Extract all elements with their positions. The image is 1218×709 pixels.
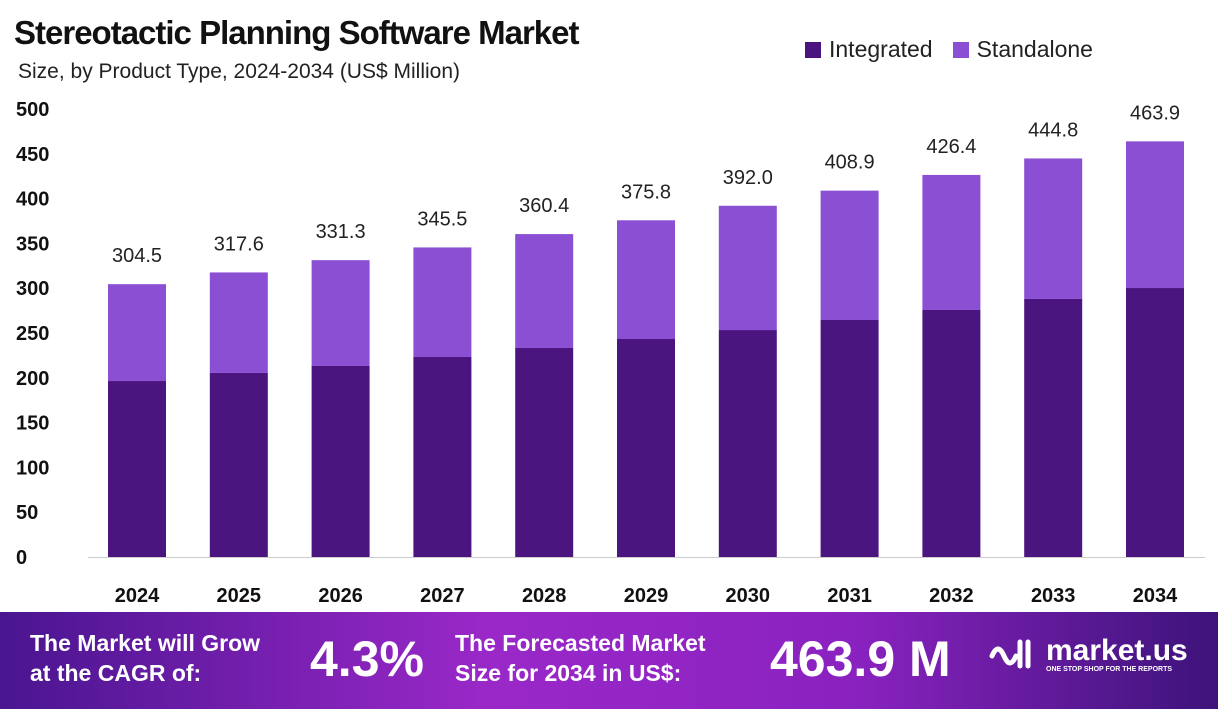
total-label: 463.9 (1130, 102, 1180, 124)
x-tick-label: 2030 (726, 585, 771, 607)
x-tick-label: 2034 (1133, 585, 1178, 607)
y-tick-label: 500 (16, 99, 49, 121)
legend-label: Integrated (829, 36, 933, 62)
x-tick-label: 2031 (827, 585, 872, 607)
total-label: 375.8 (621, 181, 671, 203)
footer-banner: The Market will Grow at the CAGR of: 4.3%… (0, 612, 1218, 709)
x-tick-label: 2029 (624, 585, 669, 607)
x-tick-label: 2028 (522, 585, 567, 607)
total-label: 444.8 (1028, 119, 1078, 141)
bar-integrated (108, 381, 166, 557)
chart-title: Stereotactic Planning Software Market (14, 14, 579, 51)
legend-swatch (805, 41, 821, 58)
y-tick-label: 50 (16, 502, 38, 524)
total-label: 317.6 (214, 233, 264, 255)
bar-standalone (311, 260, 370, 366)
bar-standalone (820, 190, 879, 321)
bar-integrated (1126, 288, 1184, 557)
total-label: 408.9 (825, 152, 875, 174)
logo-icon (989, 639, 1031, 669)
logo-tagline: ONE STOP SHOP FOR THE REPORTS (1046, 665, 1173, 673)
market-us-logo: market.us ONE STOP SHOP FOR THE REPORTS (988, 634, 1188, 674)
bar-standalone (718, 205, 777, 331)
bar-integrated (311, 365, 370, 557)
y-tick-label: 300 (16, 278, 49, 300)
legend-swatch (952, 41, 969, 58)
bar-integrated (718, 330, 777, 557)
x-tick-label: 2032 (929, 585, 974, 607)
legend-item-integrated: Integrated (805, 36, 933, 63)
bar-integrated (1024, 298, 1083, 557)
x-tick-label: 2025 (217, 585, 262, 607)
bar-standalone (1126, 141, 1184, 289)
bar-integrated (820, 320, 879, 557)
y-tick-label: 250 (16, 323, 49, 345)
total-label: 331.3 (316, 221, 366, 243)
y-tick-label: 450 (16, 144, 49, 166)
x-tick-label: 2026 (318, 585, 363, 607)
total-label: 426.4 (926, 136, 976, 158)
bar-standalone (515, 234, 574, 348)
y-tick-label: 350 (16, 233, 49, 255)
bar-integrated (209, 372, 268, 557)
x-tick-label: 2027 (420, 585, 465, 607)
cagr-label: The Market will Grow at the CAGR of: (30, 628, 260, 688)
total-label: 360.4 (519, 195, 569, 217)
total-label: 304.5 (112, 245, 162, 267)
total-label: 392.0 (723, 167, 773, 189)
forecast-value: 463.9 M (770, 631, 951, 687)
bar-standalone (413, 247, 472, 358)
bar-standalone (209, 272, 268, 373)
x-tick-label: 2033 (1031, 585, 1076, 607)
logo-text: market.us (1046, 633, 1188, 667)
legend: Integrated Standalone (805, 36, 1093, 63)
bar-chart: 0 50 100 150 200 250 300 350 400 450 500 304.5 2024 3… (16, 99, 1205, 607)
bar-standalone (1024, 158, 1083, 299)
y-tick-label: 200 (16, 368, 49, 390)
bar-standalone (108, 284, 166, 382)
y-tick-label: 400 (16, 189, 49, 211)
forecast-label-line: The Forecasted Market (455, 630, 706, 656)
x-tick-label: 2024 (115, 585, 160, 607)
bar-standalone (922, 174, 981, 310)
total-label: 345.5 (417, 208, 467, 230)
forecast-label: The Forecasted Market Size for 2034 in US… (455, 628, 706, 688)
legend-item-standalone: Standalone (952, 36, 1093, 63)
bar-integrated (922, 309, 981, 557)
legend-label: Standalone (976, 36, 1093, 62)
bar-integrated (413, 357, 472, 557)
bar-standalone (617, 220, 675, 340)
bar-integrated (515, 347, 574, 557)
y-tick-label: 100 (16, 457, 49, 479)
y-tick-label: 0 (16, 547, 27, 569)
cagr-label-line: The Market will Grow (30, 630, 261, 656)
chart-subtitle: Size, by Product Type, 2024-2034 (US$ Mi… (18, 60, 461, 83)
cagr-value: 4.3% (310, 631, 424, 687)
y-tick-label: 150 (16, 413, 49, 435)
cagr-label-line: at the CAGR of: (30, 660, 202, 686)
forecast-label-line: Size for 2034 in US$: (455, 660, 682, 686)
bar-integrated (617, 339, 675, 557)
